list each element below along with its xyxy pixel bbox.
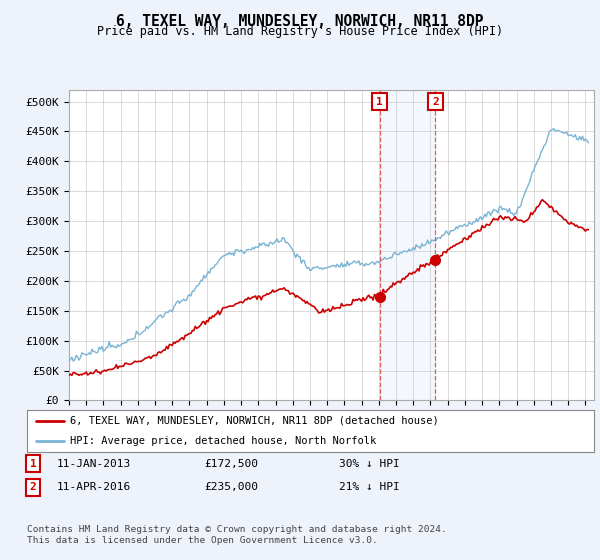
Text: 30% ↓ HPI: 30% ↓ HPI — [339, 459, 400, 469]
Text: £172,500: £172,500 — [204, 459, 258, 469]
Text: 6, TEXEL WAY, MUNDESLEY, NORWICH, NR11 8DP: 6, TEXEL WAY, MUNDESLEY, NORWICH, NR11 8… — [116, 14, 484, 29]
Text: Contains HM Land Registry data © Crown copyright and database right 2024.
This d: Contains HM Land Registry data © Crown c… — [27, 525, 447, 545]
Text: HPI: Average price, detached house, North Norfolk: HPI: Average price, detached house, Nort… — [70, 436, 376, 446]
Bar — [380, 90, 435, 400]
Text: 6, TEXEL WAY, MUNDESLEY, NORWICH, NR11 8DP (detached house): 6, TEXEL WAY, MUNDESLEY, NORWICH, NR11 8… — [70, 416, 438, 426]
Text: £235,000: £235,000 — [204, 482, 258, 492]
Text: Price paid vs. HM Land Registry's House Price Index (HPI): Price paid vs. HM Land Registry's House … — [97, 25, 503, 38]
Text: 1: 1 — [376, 96, 383, 106]
Text: 1: 1 — [29, 459, 37, 469]
Text: 11-APR-2016: 11-APR-2016 — [57, 482, 131, 492]
Text: 2: 2 — [29, 482, 37, 492]
Text: 21% ↓ HPI: 21% ↓ HPI — [339, 482, 400, 492]
Text: 11-JAN-2013: 11-JAN-2013 — [57, 459, 131, 469]
Text: 2: 2 — [432, 96, 439, 106]
